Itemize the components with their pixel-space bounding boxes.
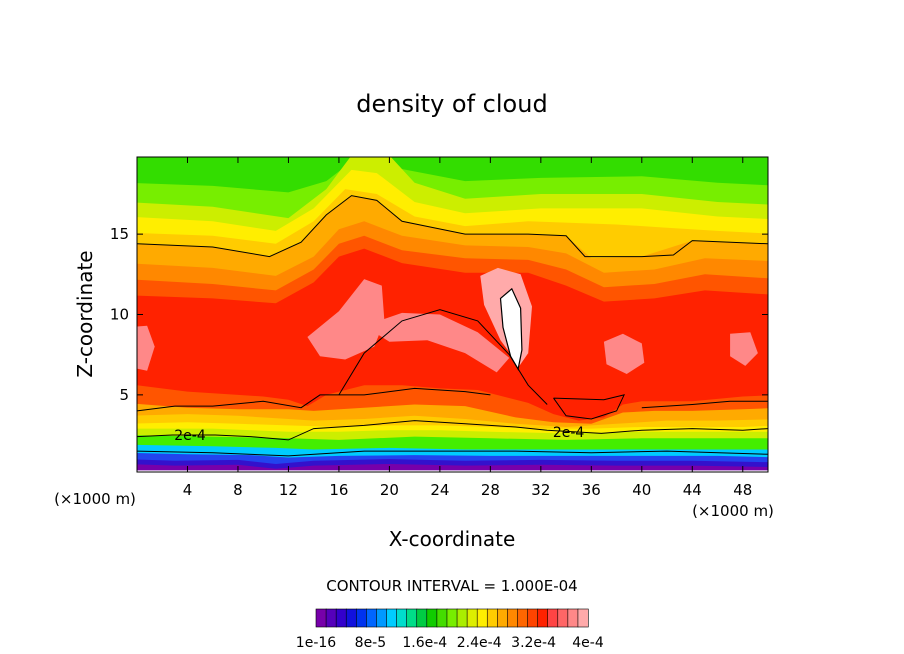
x-tick-label-36: 36 <box>582 481 601 499</box>
colorbar-swatch-13 <box>446 608 458 628</box>
colorbar-swatch-7 <box>386 608 398 628</box>
colorbar-swatch-16 <box>476 608 488 628</box>
colorbar-swatch-26 <box>577 608 589 628</box>
band-purple <box>137 464 768 472</box>
y-axis-label: Z-coordinate <box>73 250 97 377</box>
contour-2e-4 <box>137 420 768 441</box>
x-tick-label-20: 20 <box>380 481 399 499</box>
colorbar-swatch-19 <box>507 608 519 628</box>
x-tick-label-16: 16 <box>329 481 348 499</box>
y-tick-label-10: 10 <box>110 306 129 324</box>
contour-mid-far <box>641 400 768 409</box>
white-core <box>499 287 523 371</box>
x-axis: 4 8 12 16 20 24 28 32 36 40 44 48 <box>183 157 752 499</box>
colorbar-swatch-22 <box>537 608 549 628</box>
colorbar-label-4: 3.2e-4 <box>511 635 556 651</box>
pink-patch-arc <box>364 312 510 373</box>
colorbar-swatch-1 <box>325 608 337 628</box>
colorbar-swatch-17 <box>486 608 498 628</box>
contour-upper <box>137 195 768 258</box>
x-tick-label-44: 44 <box>683 481 702 499</box>
contour-arc <box>338 309 548 405</box>
colorbar-label-0: 1e-16 <box>296 635 336 651</box>
contour-mid-right <box>553 394 625 420</box>
colorbar-swatch-2 <box>335 608 347 628</box>
x-tick-label-28: 28 <box>481 481 500 499</box>
contour-lines <box>137 195 768 457</box>
colorbar-swatch-25 <box>567 608 579 628</box>
contour-interval-label: CONTOUR INTERVAL = 1.000E-04 <box>326 577 577 595</box>
x-tick-label-48: 48 <box>733 481 752 499</box>
contour-label-1: 2e-4 <box>553 425 585 441</box>
plot-area <box>137 157 768 472</box>
colorbar <box>315 608 589 628</box>
contour-label-0: 2e-4 <box>174 428 206 444</box>
y-tick-label-15: 15 <box>110 225 129 243</box>
x-tick-label-8: 8 <box>233 481 243 499</box>
x-tick-label-40: 40 <box>632 481 651 499</box>
y-axis: 5 10 15 <box>110 225 768 404</box>
colorbar-swatch-4 <box>355 608 367 628</box>
colorbar-swatch-24 <box>557 608 569 628</box>
pink-patch-left <box>137 325 155 371</box>
colorbar-swatch-20 <box>517 608 529 628</box>
x-unit-left: (×1000 m) <box>54 490 136 508</box>
colorbar-swatch-18 <box>497 608 508 628</box>
pink-patch-center <box>307 279 385 360</box>
colorbar-swatch-6 <box>376 608 388 628</box>
y-tick-label-5: 5 <box>119 386 129 404</box>
colorbar-swatch-8 <box>396 608 408 628</box>
pink-patch-far-right <box>730 332 758 366</box>
colorbar-label-1: 8e-5 <box>355 635 386 651</box>
colorbar-swatch-15 <box>466 608 478 628</box>
density-field <box>137 157 768 472</box>
x-tick-label-24: 24 <box>430 481 449 499</box>
x-tick-label-12: 12 <box>279 481 298 499</box>
colorbar-swatch-21 <box>527 608 539 628</box>
colorbar-swatch-14 <box>456 608 468 628</box>
colorbar-swatch-12 <box>436 608 448 628</box>
colorbar-label-5: 4e-4 <box>572 635 604 651</box>
x-tick-label-32: 32 <box>531 481 550 499</box>
colorbar-swatch-5 <box>366 608 378 628</box>
colorbar-label-3: 2.4e-4 <box>457 635 502 651</box>
pink-patch-right <box>603 333 645 374</box>
x-unit-right: (×1000 m) <box>692 502 774 520</box>
colorbar-swatch-9 <box>406 608 418 628</box>
x-axis-label: X-coordinate <box>389 527 516 551</box>
colorbar-labels: 1e-16 8e-5 1.6e-4 2.4e-4 3.2e-4 4e-4 <box>296 635 604 651</box>
colorbar-swatch-23 <box>547 608 559 628</box>
colorbar-swatch-11 <box>426 608 438 628</box>
colorbar-swatch-10 <box>416 608 428 628</box>
contour-mid <box>137 387 491 412</box>
chart-title: density of cloud <box>356 90 547 118</box>
contour-low <box>137 450 768 457</box>
colorbar-label-2: 1.6e-4 <box>402 635 447 651</box>
colorbar-swatch-0 <box>315 608 327 628</box>
contour-labels: 2e-4 2e-4 <box>174 425 584 444</box>
x-tick-label-4: 4 <box>183 481 193 499</box>
colorbar-swatch-3 <box>345 608 357 628</box>
